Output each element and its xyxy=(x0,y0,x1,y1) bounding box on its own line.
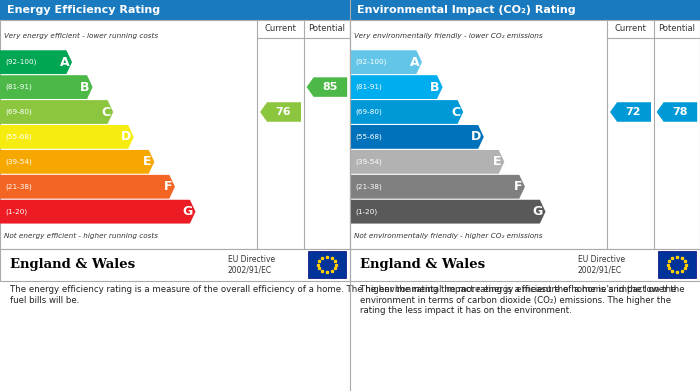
Polygon shape xyxy=(0,100,113,124)
Text: F: F xyxy=(514,180,522,193)
Text: E: E xyxy=(493,155,501,169)
Text: (92-100): (92-100) xyxy=(6,59,36,65)
Text: England & Wales: England & Wales xyxy=(360,258,486,271)
Text: Very energy efficient - lower running costs: Very energy efficient - lower running co… xyxy=(4,33,158,39)
Text: B: B xyxy=(80,81,90,93)
Text: Not environmentally friendly - higher CO₂ emissions: Not environmentally friendly - higher CO… xyxy=(354,233,542,239)
Bar xyxy=(0,20,350,249)
Text: 72: 72 xyxy=(626,107,641,117)
Text: Not energy efficient - higher running costs: Not energy efficient - higher running co… xyxy=(4,233,158,239)
Bar xyxy=(350,0,700,20)
Text: Very environmentally friendly - lower CO₂ emissions: Very environmentally friendly - lower CO… xyxy=(354,33,542,39)
Polygon shape xyxy=(0,200,195,224)
Text: Energy Efficiency Rating: Energy Efficiency Rating xyxy=(7,5,160,15)
Bar xyxy=(0,249,350,281)
Polygon shape xyxy=(0,175,175,199)
Text: (81-91): (81-91) xyxy=(6,84,32,90)
Text: EU Directive
2002/91/EC: EU Directive 2002/91/EC xyxy=(578,255,624,274)
Polygon shape xyxy=(260,102,301,122)
Text: Potential: Potential xyxy=(659,24,695,33)
Text: B: B xyxy=(430,81,440,93)
Text: (39-54): (39-54) xyxy=(355,159,382,165)
Text: G: G xyxy=(183,205,193,218)
Polygon shape xyxy=(350,175,525,199)
Text: E: E xyxy=(143,155,152,169)
Text: D: D xyxy=(120,131,131,143)
Polygon shape xyxy=(350,75,442,99)
Text: (21-38): (21-38) xyxy=(6,183,32,190)
Polygon shape xyxy=(657,102,697,122)
Polygon shape xyxy=(0,50,72,74)
Text: G: G xyxy=(533,205,542,218)
Bar xyxy=(308,251,346,278)
Polygon shape xyxy=(350,150,504,174)
Text: EU Directive
2002/91/EC: EU Directive 2002/91/EC xyxy=(228,255,274,274)
Polygon shape xyxy=(350,50,422,74)
Text: (69-80): (69-80) xyxy=(355,109,382,115)
Text: (1-20): (1-20) xyxy=(6,208,27,215)
Text: A: A xyxy=(410,56,419,69)
Text: Potential: Potential xyxy=(309,24,345,33)
Text: (55-68): (55-68) xyxy=(355,134,382,140)
Polygon shape xyxy=(350,100,463,124)
Text: 76: 76 xyxy=(276,107,291,117)
Text: F: F xyxy=(164,180,172,193)
Text: (81-91): (81-91) xyxy=(355,84,382,90)
Text: (39-54): (39-54) xyxy=(6,159,32,165)
Polygon shape xyxy=(0,125,134,149)
Text: 85: 85 xyxy=(322,82,337,92)
Text: A: A xyxy=(60,56,69,69)
Text: (21-38): (21-38) xyxy=(355,183,382,190)
Text: England & Wales: England & Wales xyxy=(10,258,136,271)
Text: Current: Current xyxy=(615,24,647,33)
Text: Current: Current xyxy=(265,24,297,33)
Polygon shape xyxy=(610,102,651,122)
Text: The environmental impact rating is a measure of a home's impact on the environme: The environmental impact rating is a mea… xyxy=(360,285,677,315)
Bar xyxy=(350,249,700,281)
Polygon shape xyxy=(0,150,154,174)
Text: (69-80): (69-80) xyxy=(6,109,32,115)
Text: (1-20): (1-20) xyxy=(355,208,377,215)
Polygon shape xyxy=(0,75,92,99)
Text: (92-100): (92-100) xyxy=(355,59,386,65)
Bar xyxy=(658,251,696,278)
Polygon shape xyxy=(350,200,545,224)
Text: 78: 78 xyxy=(672,107,687,117)
Text: The energy efficiency rating is a measure of the overall efficiency of a home. T: The energy efficiency rating is a measur… xyxy=(10,285,685,305)
Text: C: C xyxy=(452,106,461,118)
Polygon shape xyxy=(350,125,484,149)
Text: Environmental Impact (CO₂) Rating: Environmental Impact (CO₂) Rating xyxy=(357,5,575,15)
Text: D: D xyxy=(470,131,481,143)
Text: C: C xyxy=(102,106,111,118)
Bar xyxy=(350,20,700,249)
Polygon shape xyxy=(307,77,347,97)
Bar xyxy=(0,0,350,20)
Text: (55-68): (55-68) xyxy=(6,134,32,140)
